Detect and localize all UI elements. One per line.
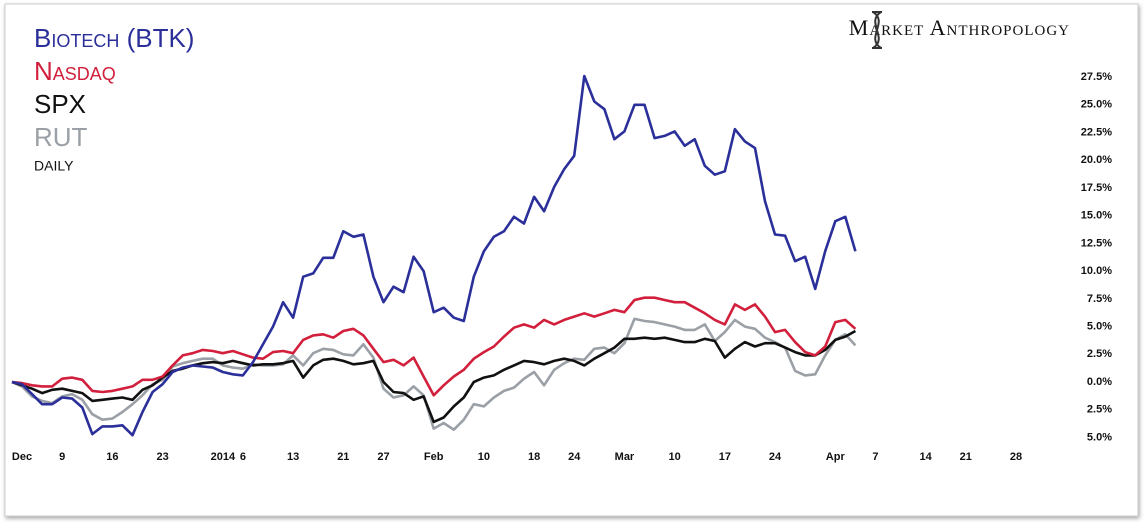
series-line <box>11 296 857 397</box>
legend-entry: RUT <box>34 122 88 152</box>
y-tick-label: 12.5% <box>1081 237 1112 249</box>
x-tick-label: 10 <box>478 451 490 463</box>
x-tick-label: 24 <box>568 451 581 463</box>
y-tick-label: 5.0% <box>1087 320 1112 332</box>
y-tick-label: 2.5% <box>1087 404 1112 416</box>
legend-entry: Nasdaq <box>34 56 116 86</box>
brand-icon <box>872 11 882 49</box>
x-tick-label: Dec <box>12 451 32 463</box>
subtitle: DAILY <box>34 158 74 174</box>
y-tick-label: 20.0% <box>1081 154 1112 166</box>
x-tick-label: 21 <box>337 451 349 463</box>
x-tick-label: 18 <box>528 451 540 463</box>
x-tick-label: 28 <box>1010 451 1022 463</box>
x-tick-label: Mar <box>615 451 635 463</box>
y-tick-label: 25.0% <box>1081 99 1112 111</box>
legend-entry: Biotech (BTK) <box>34 23 194 53</box>
x-tick-label: 23 <box>156 451 168 463</box>
x-tick-label: 21 <box>960 451 972 463</box>
x-tick-label: 24 <box>769 451 782 463</box>
series-line <box>11 329 857 424</box>
x-tick-label: 2014 <box>211 451 236 463</box>
x-tick-label: 6 <box>240 451 246 463</box>
x-tick-label: Apr <box>826 451 846 463</box>
y-tick-label: 27.5% <box>1081 71 1112 83</box>
x-tick-label: 7 <box>872 451 878 463</box>
y-tick-label: 2.5% <box>1087 348 1112 360</box>
x-tick-label: 17 <box>719 451 731 463</box>
series-line <box>11 74 857 437</box>
y-tick-label: 17.5% <box>1081 182 1112 194</box>
y-tick-label: 15.0% <box>1081 210 1112 222</box>
y-tick-label: 5.0% <box>1087 431 1112 443</box>
frame <box>4 3 1139 517</box>
legend-entry: SPX <box>34 89 86 119</box>
x-tick-label: 13 <box>287 451 299 463</box>
y-tick-label: 22.5% <box>1081 126 1112 138</box>
y-tick-label: 7.5% <box>1087 293 1112 305</box>
x-tick-label: 27 <box>377 451 389 463</box>
brand: Market Anthropology <box>849 15 1070 40</box>
x-tick-label: 16 <box>106 451 118 463</box>
x-tick-label: 9 <box>59 451 65 463</box>
x-tick-label: 10 <box>669 451 681 463</box>
y-tick-label: 10.0% <box>1081 265 1112 277</box>
x-tick-label: 14 <box>920 451 933 463</box>
y-tick-label: 0.0% <box>1087 376 1112 388</box>
x-tick-label: Feb <box>424 451 444 463</box>
